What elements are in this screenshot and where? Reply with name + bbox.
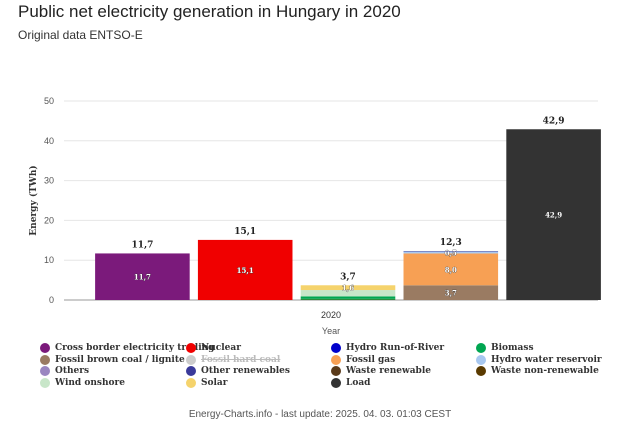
footer-last-update: Energy-Charts.info - last update: 2025. … (188, 409, 452, 420)
bar-segment (300, 290, 396, 297)
legend-item[interactable]: Hydro water reservoir (476, 354, 602, 365)
data-label: 42,9 (545, 211, 562, 220)
data-label: 15,1 (237, 266, 254, 275)
y-tick-label: 10 (44, 255, 54, 265)
legend-item[interactable]: Others (40, 366, 89, 376)
bar-segment (197, 239, 293, 300)
bar-segment (403, 251, 499, 254)
legend-label: Fossil gas (346, 354, 396, 365)
x-tick-label: 2020 (321, 310, 341, 320)
legend-swatch (186, 377, 196, 388)
legend-label: Hydro water reservoir (491, 354, 602, 365)
legend-swatch (40, 343, 50, 353)
legend-label: Hydro Run-of-River (346, 343, 445, 353)
legend-item[interactable]: Fossil hard coal (186, 354, 281, 365)
legend-label: Waste renewable (346, 366, 431, 376)
data-label: 3,7 (445, 289, 457, 298)
total-label: 12,3 (440, 238, 462, 248)
chart-title: Public net electricity generation in Hun… (18, 2, 401, 21)
data-label: 11,7 (134, 273, 151, 282)
legend-swatch (186, 366, 196, 376)
bar-segment (506, 129, 601, 300)
legend-item[interactable]: Cross border electricity trading (40, 343, 214, 353)
legend-label: Fossil hard coal (201, 354, 281, 365)
bar-chart: 0 10 20 30 40 50 Energy (TWh) 2020 Year 11,7 11,7 1… (28, 96, 601, 336)
legend-item[interactable]: Solar (186, 377, 228, 388)
legend-swatch (331, 343, 341, 353)
legend-label: Fossil brown coal / lignite (55, 354, 185, 365)
legend-label: Cross border electricity trading (55, 343, 215, 353)
bar-segment (95, 253, 190, 300)
bar-segment (300, 285, 396, 291)
legend-item[interactable]: Hydro Run-of-River (331, 343, 444, 353)
data-label: 8,0 (445, 265, 457, 274)
bar-segment (403, 285, 499, 300)
legend-label: Nuclear (201, 343, 241, 353)
legend-swatch (186, 354, 196, 365)
legend-swatch (40, 354, 50, 365)
chart-subtitle: Original data ENTSO-E (18, 28, 143, 42)
y-tick-label: 20 (44, 215, 54, 225)
legend-label: Others (55, 366, 90, 376)
legend-swatch (331, 366, 341, 376)
legend-item[interactable]: Fossil gas (331, 354, 396, 365)
legend-swatch (40, 366, 50, 376)
data-label: 1,6 (342, 284, 354, 293)
legend-item[interactable]: Wind onshore (40, 377, 125, 388)
legend-label: Wind onshore (55, 377, 125, 388)
y-tick-label: 30 (44, 176, 54, 186)
bar-segment (300, 296, 396, 299)
legend-item[interactable]: Biomass (476, 343, 534, 353)
y-tick-label: 50 (44, 96, 54, 106)
legend-item[interactable]: Waste renewable (331, 366, 431, 376)
y-axis-label: Energy (TWh) (28, 165, 39, 235)
legend-label: Solar (201, 377, 228, 388)
legend-swatch (476, 343, 486, 353)
legend-item[interactable]: Nuclear (186, 343, 241, 353)
legend-swatch (186, 343, 196, 353)
legend-swatch (476, 354, 486, 365)
total-label: 11,7 (131, 240, 153, 250)
legend-swatch (476, 366, 486, 376)
data-label: 0,5 (445, 248, 457, 257)
legend-item[interactable]: Load (331, 377, 371, 388)
legend-item[interactable]: Fossil brown coal / lignite (40, 354, 185, 365)
bar-segment (300, 298, 396, 300)
legend-label: Waste non-renewable (491, 366, 599, 376)
legend-label: Load (346, 377, 371, 388)
legend-swatch (331, 354, 341, 365)
legend-label: Biomass (491, 343, 534, 353)
legend-swatch (40, 377, 50, 388)
y-tick-label: 0 (49, 295, 54, 305)
total-label: 3,7 (340, 272, 356, 282)
legend-item[interactable]: Waste non-renewable (476, 366, 599, 376)
legend-swatch (331, 377, 341, 388)
bar-segment (403, 251, 499, 252)
y-tick-label: 40 (44, 136, 54, 146)
bar-segment (403, 253, 499, 286)
legend-item[interactable]: Other renewables (186, 366, 290, 376)
x-axis-label: Year (322, 326, 340, 336)
legend-label: Other renewables (201, 366, 290, 376)
total-label: 42,9 (543, 116, 565, 126)
total-label: 15,1 (234, 227, 256, 237)
